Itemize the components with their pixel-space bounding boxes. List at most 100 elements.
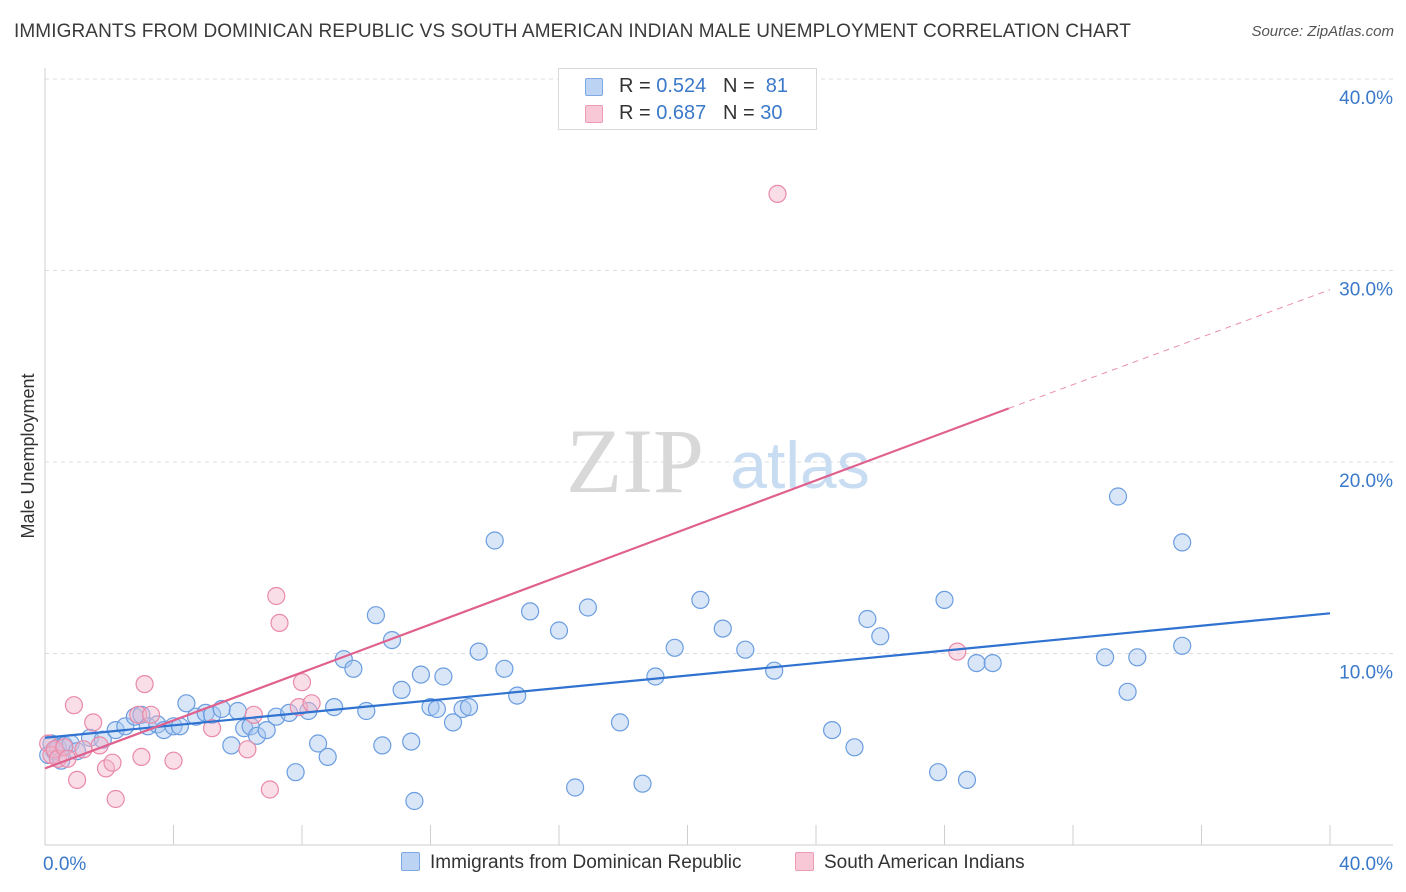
series-legend-blue: Immigrants from Dominican Republic <box>401 852 742 874</box>
blue-point <box>578 598 598 617</box>
pink-point <box>244 705 263 724</box>
chart-title: IMMIGRANTS FROM DOMINICAN REPUBLIC VS SO… <box>14 21 1131 42</box>
y-tick-label-30: 30.0% <box>1339 280 1393 301</box>
blue-point <box>495 659 514 678</box>
blue-point <box>247 726 267 745</box>
pink-trend-line <box>44 407 1010 770</box>
blue-point <box>485 531 504 550</box>
blue-point <box>125 707 144 726</box>
blue-point <box>565 778 585 797</box>
blue-point <box>1095 648 1115 667</box>
legend-swatch-blue <box>585 78 603 96</box>
series-legend-pink: South American Indians <box>795 852 1025 874</box>
series-name-blue: Immigrants from Dominican Republic <box>430 852 742 873</box>
blue-point <box>508 686 527 705</box>
blue-point <box>646 667 665 686</box>
blue-point <box>610 713 630 732</box>
blue-point <box>1128 648 1147 667</box>
y-tick-label-10: 10.0% <box>1339 663 1393 684</box>
blue-point <box>286 763 305 782</box>
source-credit: Source: ZipAtlas.com <box>1251 23 1394 40</box>
pink-point <box>67 770 87 790</box>
pink-point <box>948 642 967 661</box>
legend-r-label: R = <box>619 75 651 97</box>
series-swatch-pink <box>795 852 814 871</box>
blue-point <box>520 602 540 621</box>
blue-point <box>325 697 344 717</box>
blue-point <box>318 747 337 767</box>
watermark-zip: ZIP <box>566 410 704 512</box>
pink-point <box>132 747 151 767</box>
blue-point <box>871 627 890 646</box>
legend-r-value: 0.687 <box>656 102 707 124</box>
pink-point <box>203 719 222 738</box>
blue-point <box>633 774 652 793</box>
blue-point <box>434 667 453 686</box>
blue-point <box>469 642 488 661</box>
pink-point <box>106 789 125 809</box>
blue-point <box>1108 487 1128 506</box>
pink-point <box>84 713 103 732</box>
pink-point <box>238 740 257 759</box>
blue-point <box>845 738 864 757</box>
y-axis-label: Male Unemployment <box>18 373 38 538</box>
blue-point <box>405 791 424 811</box>
pink-point <box>135 674 154 694</box>
legend-swatch-pink <box>585 105 603 123</box>
y-tick-label-40: 40.0% <box>1339 88 1393 109</box>
legend-n-value: 81 <box>765 75 789 97</box>
blue-point <box>257 720 276 740</box>
pink-point <box>129 705 148 724</box>
blue-point <box>967 653 986 673</box>
blue-point <box>691 590 710 610</box>
blue-point <box>453 699 472 719</box>
legend-n-label: N = <box>722 75 755 97</box>
pink-point <box>267 586 286 606</box>
blue-point <box>983 653 1002 673</box>
blue-point <box>1118 682 1137 701</box>
pink-point <box>58 749 77 768</box>
legend-r-value: 0.524 <box>656 75 707 97</box>
legend-n-label: N = <box>722 102 755 124</box>
blue-point <box>228 701 247 721</box>
pink-point <box>768 184 787 203</box>
blue-point <box>765 661 784 680</box>
blue-point <box>822 720 842 740</box>
blue-point <box>858 609 877 629</box>
pink-point <box>164 751 183 770</box>
pink-trend-extension <box>1008 289 1331 409</box>
blue-point <box>421 697 440 717</box>
blue-point <box>1173 636 1192 655</box>
blue-point <box>957 770 977 790</box>
blue-point <box>373 736 392 755</box>
legend-n-value: 30 <box>760 102 783 124</box>
series-swatch-blue <box>401 852 420 871</box>
blue-point <box>402 732 421 751</box>
blue-point <box>736 640 755 659</box>
blue-point <box>382 630 402 650</box>
legend-r-label: R = <box>619 102 651 124</box>
blue-point <box>392 680 411 700</box>
blue-trend-line <box>44 612 1331 739</box>
blue-point <box>427 699 446 719</box>
pink-point <box>270 613 289 633</box>
blue-point <box>443 713 463 732</box>
blue-point <box>222 736 241 755</box>
blue-point <box>665 638 684 657</box>
blue-point <box>935 590 954 610</box>
blue-point <box>713 619 732 638</box>
blue-point <box>549 621 569 640</box>
blue-point <box>309 734 328 753</box>
x-tick-label-40: 40.0% <box>1339 854 1393 875</box>
pink-point <box>55 738 74 757</box>
pink-point <box>141 705 161 724</box>
pink-point <box>302 694 321 713</box>
pink-point <box>260 780 279 799</box>
blue-point <box>928 763 948 782</box>
y-tick-label-20: 20.0% <box>1339 471 1393 492</box>
stats-legend: R = 0.524 N = 81 R = 0.687 N = 30 <box>558 68 817 130</box>
blue-point <box>177 694 196 713</box>
blue-point <box>1173 533 1192 552</box>
blue-point <box>366 606 385 625</box>
